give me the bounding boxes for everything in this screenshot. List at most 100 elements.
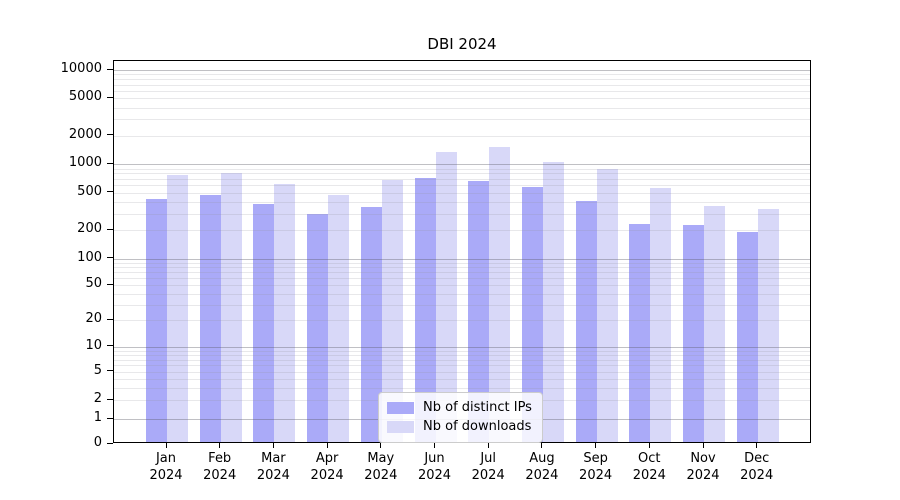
x-tick-label: Mar 2024 <box>256 451 290 483</box>
minor-gridline <box>114 119 810 121</box>
x-tick <box>756 443 758 448</box>
bar-distinct-ips-dec <box>736 231 758 442</box>
x-tick <box>487 443 489 448</box>
minor-gridline <box>114 84 810 86</box>
x-tick-label: Jan 2024 <box>149 451 183 483</box>
legend: Nb of distinct IPs Nb of downloads <box>378 392 543 443</box>
x-tick-label: Nov 2024 <box>686 451 720 483</box>
minor-gridline <box>114 107 810 109</box>
minor-gridline <box>114 262 810 264</box>
bar-downloads-feb <box>220 172 242 442</box>
major-gridline <box>114 70 810 71</box>
y-tick-label: 10 <box>85 337 102 353</box>
bar-distinct-ips-oct <box>629 224 651 442</box>
major-gridline <box>114 258 810 260</box>
major-gridline <box>114 164 810 166</box>
x-tick-label: Jul 2024 <box>471 451 505 483</box>
bar-distinct-ips-aug <box>521 187 543 442</box>
bar-downloads-aug <box>542 161 564 442</box>
minor-gridline <box>114 278 810 280</box>
bar-distinct-ips-feb <box>199 195 221 442</box>
minor-gridline <box>114 354 810 356</box>
x-tick-label: Aug 2024 <box>525 451 559 483</box>
legend-swatch <box>387 420 414 433</box>
bar-distinct-ips-nov <box>683 224 704 442</box>
legend-swatch <box>387 401 414 414</box>
x-tick-label: Jun 2024 <box>417 451 452 483</box>
bar-downloads-may <box>381 179 403 442</box>
minor-gridline <box>114 365 810 367</box>
bar-distinct-ips-may <box>360 207 382 442</box>
y-tick-label: 0 <box>93 435 102 450</box>
x-tick <box>165 443 167 448</box>
legend-item: Nb of distinct IPs <box>387 398 532 417</box>
minor-gridline <box>114 350 810 352</box>
y-tick-label: 20 <box>85 311 102 327</box>
minor-gridline <box>114 168 810 170</box>
y-tick-label: 100 <box>77 249 102 265</box>
minor-gridline <box>114 304 810 306</box>
y-tick-label: 2 <box>93 391 102 407</box>
x-tick-label: Apr 2024 <box>310 451 344 483</box>
bar-downloads-mar <box>274 183 296 442</box>
minor-gridline <box>114 74 810 76</box>
y-tick-label: 5 <box>93 362 102 378</box>
x-tick <box>595 443 597 448</box>
bar-distinct-ips-mar <box>253 203 275 442</box>
bar-downloads-sep <box>596 169 618 442</box>
y-tick-label: 1 <box>93 410 102 426</box>
bar-distinct-ips-apr <box>307 213 329 442</box>
bar-downloads-jul <box>489 147 511 442</box>
y-tick-label: 2000 <box>68 126 102 142</box>
x-tick-label: Dec 2024 <box>740 451 774 483</box>
y-tick-label: 200 <box>77 221 102 237</box>
plot-area <box>113 60 811 443</box>
y-tick-label: 50 <box>85 276 102 292</box>
minor-gridline <box>114 371 810 373</box>
bar-downloads-oct <box>650 188 672 442</box>
minor-gridline <box>114 285 810 287</box>
minor-gridline <box>114 267 810 269</box>
minor-gridline <box>114 173 810 175</box>
legend-item-label: Nb of distinct IPs <box>423 400 532 415</box>
x-tick <box>541 443 543 448</box>
x-tick <box>272 443 274 448</box>
minor-gridline <box>114 320 810 322</box>
bar-downloads-apr <box>328 195 350 442</box>
minor-gridline <box>114 359 810 361</box>
legend-item-label: Nb of downloads <box>423 419 532 434</box>
minor-gridline <box>114 293 810 295</box>
minor-gridline <box>114 230 810 232</box>
bar-downloads-dec <box>757 209 779 442</box>
y-tick-label: 5000 <box>68 89 102 105</box>
minor-gridline <box>114 272 810 274</box>
legend-item: Nb of downloads <box>387 417 532 436</box>
bar-downloads-jan <box>167 174 188 442</box>
minor-gridline <box>114 387 810 389</box>
x-tick <box>219 443 221 448</box>
minor-gridline <box>114 213 810 215</box>
minor-gridline <box>114 378 810 380</box>
x-tick-label: Feb 2024 <box>203 451 237 483</box>
major-gridline <box>114 346 810 348</box>
minor-gridline <box>114 201 810 203</box>
minor-gridline <box>114 185 810 187</box>
chart-title: DBI 2024 <box>427 35 497 53</box>
x-tick-label: May 2024 <box>364 451 398 483</box>
minor-gridline <box>114 135 810 137</box>
minor-gridline <box>114 98 810 100</box>
x-tick-label: Oct 2024 <box>632 451 666 483</box>
minor-gridline <box>114 178 810 180</box>
bar-downloads-nov <box>704 205 725 442</box>
bar-distinct-ips-jan <box>146 198 167 442</box>
bar-distinct-ips-jul <box>468 180 490 442</box>
bar-distinct-ips-sep <box>575 201 597 442</box>
x-tick <box>380 443 382 448</box>
minor-gridline <box>114 90 810 92</box>
y-tick-label: 1000 <box>68 155 102 171</box>
x-tick <box>648 443 650 448</box>
bar-downloads-jun <box>435 151 457 442</box>
x-tick-label: Sep 2024 <box>579 451 613 483</box>
x-tick <box>434 443 435 448</box>
